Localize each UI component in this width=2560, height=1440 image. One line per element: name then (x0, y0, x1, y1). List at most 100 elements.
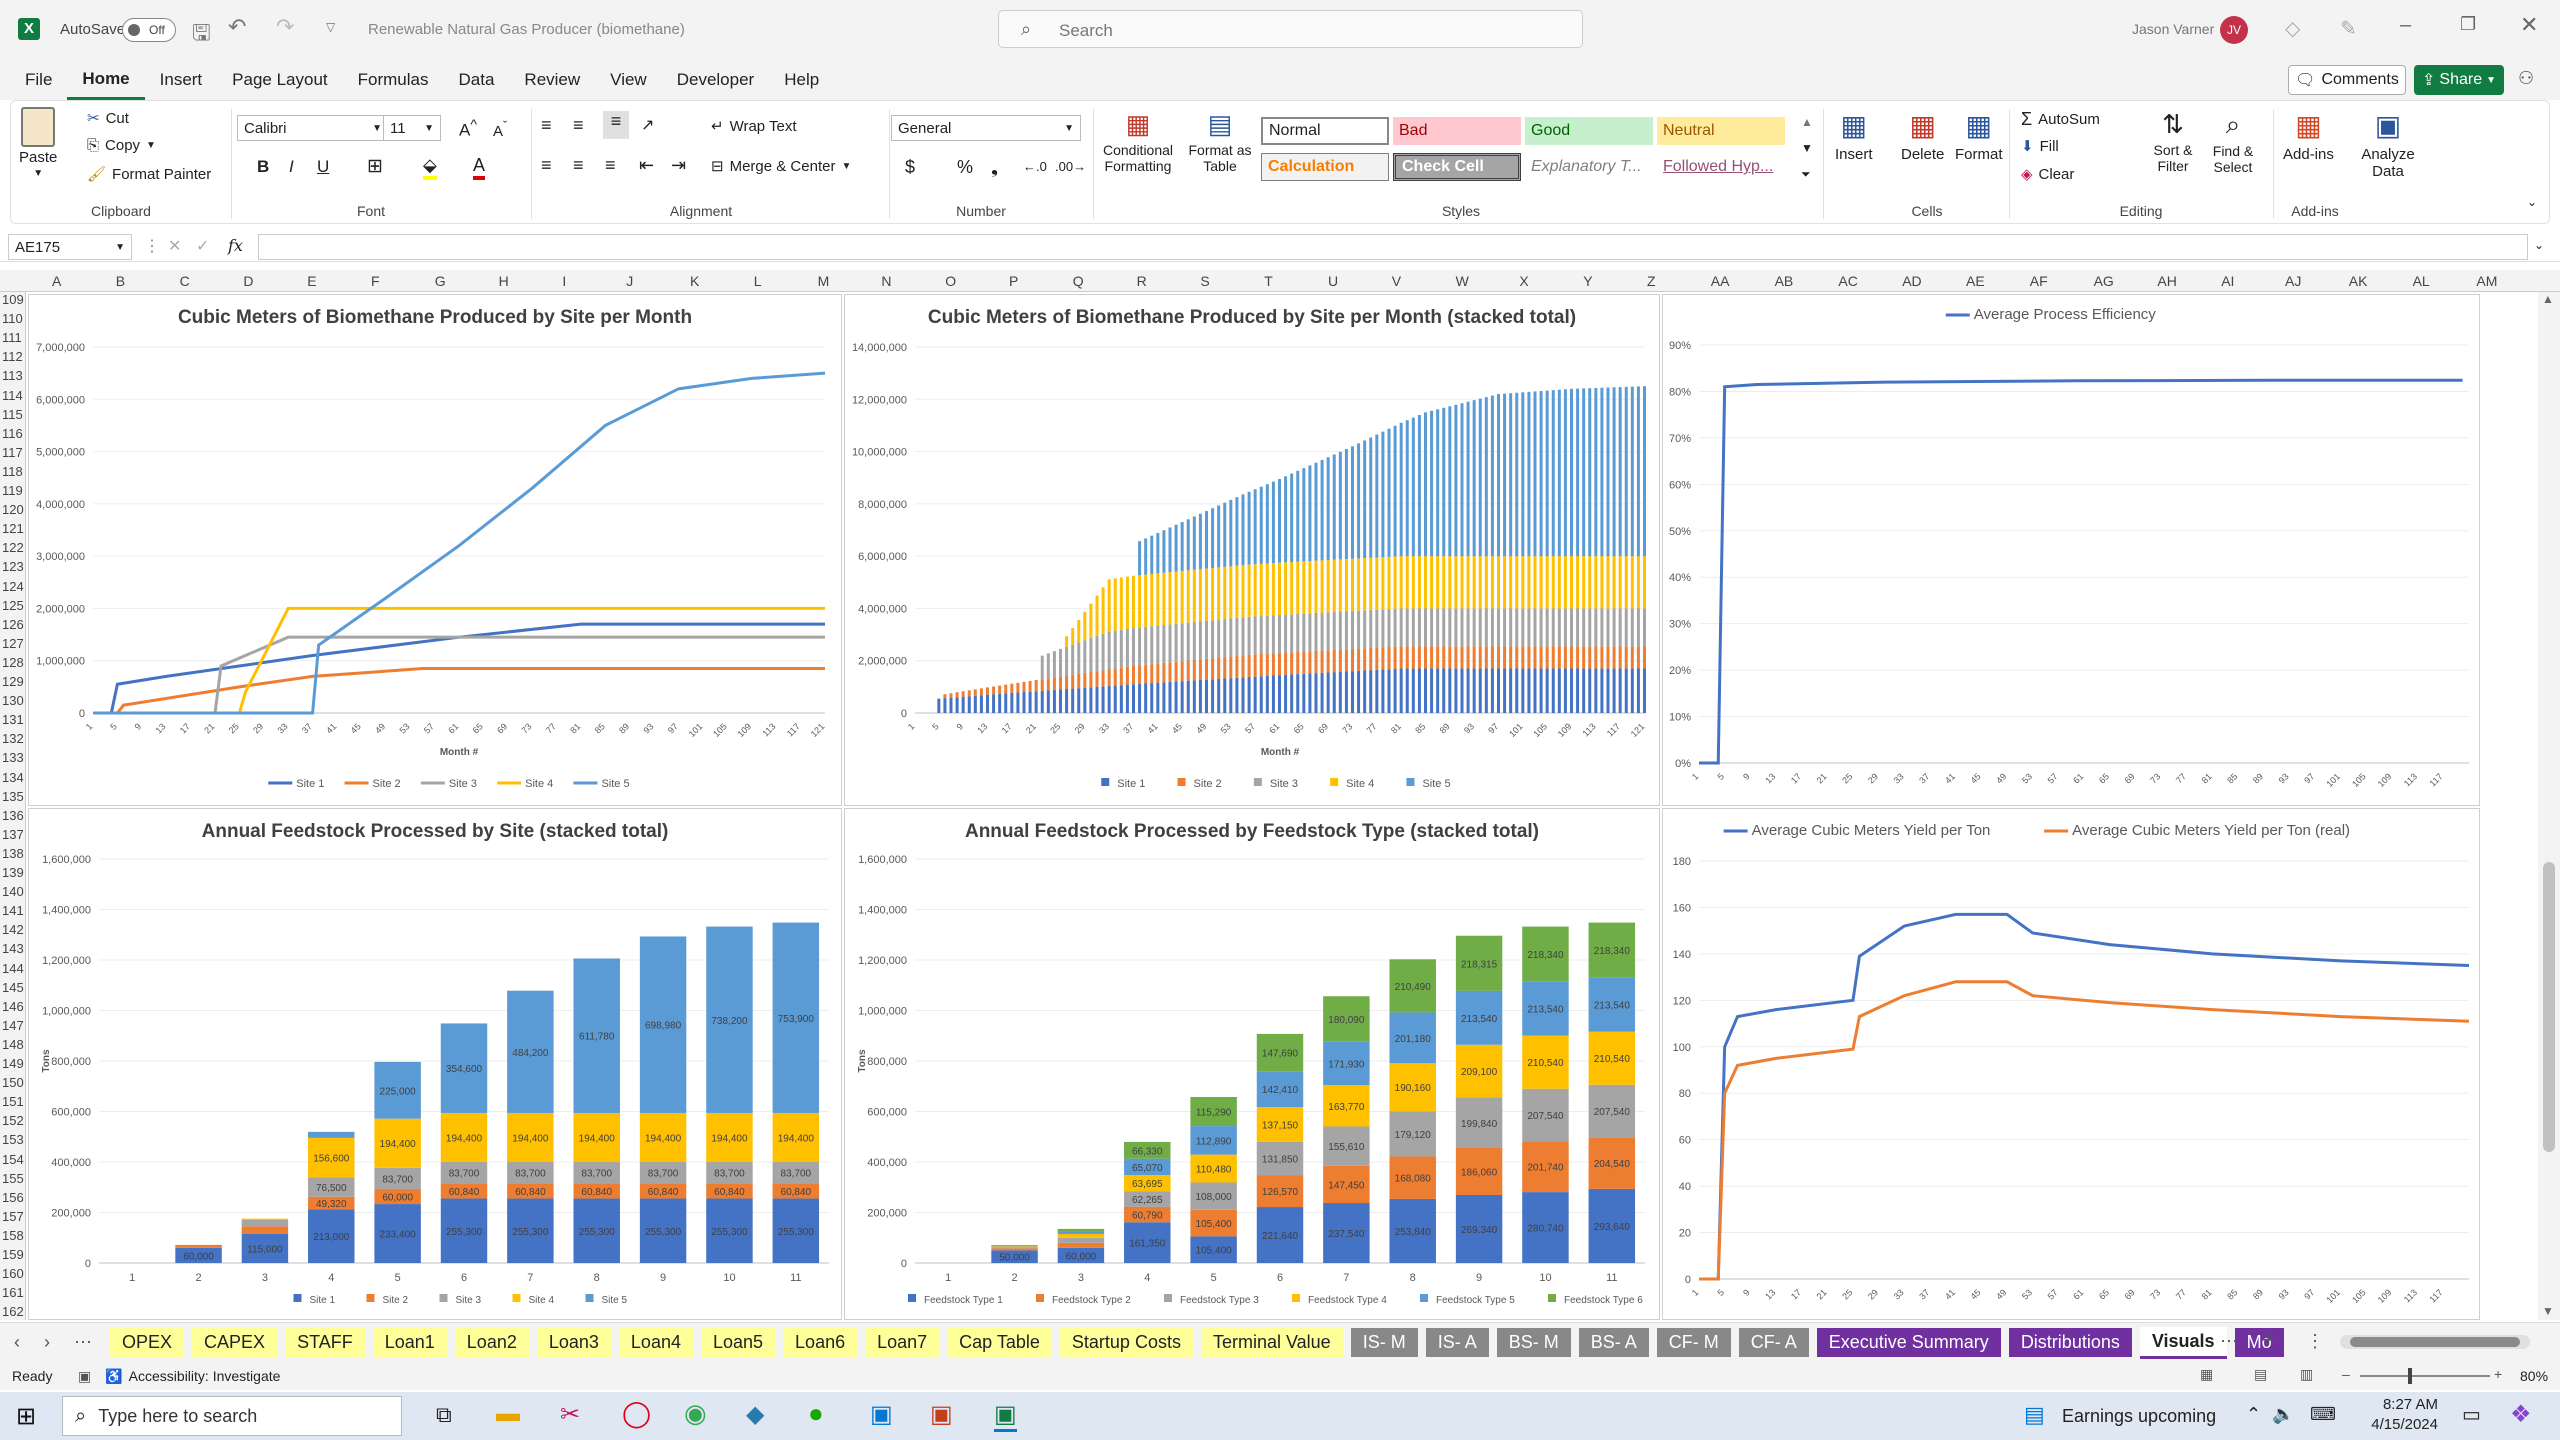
style-good[interactable]: Good (1525, 117, 1653, 145)
menu-developer[interactable]: Developer (676, 70, 755, 89)
sheet-tab[interactable]: STAFF (285, 1328, 365, 1357)
analyze-data-button[interactable]: ▣ Analyze Data (2351, 109, 2425, 180)
row-header[interactable]: 152 (2, 1113, 24, 1129)
insert-cells-button[interactable]: ▦ Insert (1835, 109, 1873, 163)
row-header[interactable]: 129 (2, 674, 24, 689)
row-header[interactable]: 133 (2, 750, 24, 766)
style-calculation[interactable]: Calculation (1261, 153, 1389, 181)
comma-icon[interactable]: ❟ (991, 157, 999, 177)
format-as-table-button[interactable]: ▤ Format as Table (1183, 109, 1257, 174)
column-header[interactable]: W (1455, 273, 1469, 289)
row-header[interactable]: 143 (2, 941, 24, 957)
row-header[interactable]: 122 (2, 540, 24, 556)
more-options-icon[interactable]: ⋯ (2220, 1331, 2238, 1351)
row-header[interactable]: 153 (2, 1132, 24, 1148)
copy-button[interactable]: ⎘ Copy ▼ (87, 137, 156, 154)
task-view-icon[interactable]: ⧉ (436, 1402, 452, 1427)
column-header[interactable]: B (115, 273, 126, 289)
column-header[interactable]: X (1519, 273, 1529, 289)
menu-help[interactable]: Help (784, 70, 820, 89)
chart-process-efficiency[interactable]: 0% 10% 20% 30% 40% 50% 60% 70% 80% 90% 1 5 9 13 17 21 25… (1662, 294, 2480, 806)
clock-time[interactable]: 8:27 AM (2382, 1396, 2438, 1413)
column-header[interactable]: AH (2157, 273, 2177, 289)
comments-button[interactable]: 🗨 Comments (2288, 65, 2406, 95)
user-name[interactable]: Jason Varner (2132, 21, 2215, 37)
menu-data[interactable]: Data (458, 70, 495, 89)
network-icon[interactable]: ⌨ (2310, 1404, 2336, 1424)
function-icon[interactable]: fx (228, 236, 243, 255)
column-header[interactable]: AG (2093, 273, 2114, 289)
column-header[interactable]: Z (1647, 273, 1656, 289)
row-header[interactable]: 131 (2, 712, 24, 728)
scrollbar-thumb[interactable] (2543, 862, 2555, 1152)
row-header[interactable]: 160 (2, 1266, 24, 1282)
column-header[interactable]: AJ (2285, 273, 2302, 289)
column-header[interactable]: I (562, 273, 567, 289)
opera-icon[interactable]: ◯ (622, 1398, 652, 1428)
column-header[interactable]: AA (1710, 273, 1730, 289)
row-header[interactable]: 154 (2, 1151, 24, 1167)
menu-review[interactable]: Review (524, 70, 581, 89)
align-left-icon[interactable]: ≡ (541, 155, 552, 175)
bold-icon[interactable]: B (257, 157, 270, 176)
currency-icon[interactable]: $ (905, 157, 916, 177)
row-header[interactable]: 147 (2, 1017, 24, 1033)
row-header[interactable]: 117 (2, 444, 23, 460)
column-header[interactable]: L (753, 273, 762, 289)
row-header[interactable]: 138 (2, 845, 24, 861)
italic-icon[interactable]: I (289, 157, 294, 176)
row-header[interactable]: 127 (2, 635, 24, 651)
sheet-tab[interactable]: BS- A (1578, 1328, 1649, 1357)
next-sheet-icon[interactable]: › (44, 1332, 50, 1352)
save-icon[interactable]: 🖫 (192, 20, 211, 45)
column-header[interactable]: U (1328, 273, 1339, 289)
sheet-tab[interactable]: IS- M (1350, 1328, 1418, 1357)
underline-icon[interactable]: U (317, 157, 330, 176)
column-header[interactable]: T (1264, 273, 1273, 289)
find-select-button[interactable]: ⌕ Find & Select (2203, 109, 2263, 175)
style-followed-hyperlink[interactable]: Followed Hyp... (1663, 158, 1774, 175)
row-header[interactable]: 118 (2, 463, 23, 479)
column-header[interactable]: AK (2348, 273, 2368, 289)
document-title[interactable]: Renewable Natural Gas Producer (biometha… (368, 21, 685, 38)
zoom-in-icon[interactable]: + (2494, 1366, 2503, 1382)
format-painter-button[interactable]: 🖌 Format Painter (87, 165, 211, 184)
align-middle-icon[interactable]: ≡ (573, 115, 584, 135)
borders-icon[interactable]: ⊞ (367, 156, 383, 177)
column-header[interactable]: AI (2221, 273, 2235, 289)
news-text[interactable]: Earnings upcoming (2062, 1406, 2217, 1426)
row-header[interactable]: 115 (2, 406, 23, 422)
tray-chevron-icon[interactable]: ⌃ (2246, 1404, 2262, 1424)
cancel-icon[interactable]: ✕ (168, 238, 182, 255)
menu-home[interactable]: Home (67, 60, 145, 100)
fill-button[interactable]: ⬇ Fill (2021, 137, 2059, 156)
zoom-slider-handle[interactable] (2408, 1368, 2412, 1384)
row-header[interactable]: 140 (2, 884, 24, 900)
user-icon[interactable]: ⚇ (2518, 68, 2535, 88)
row-header[interactable]: 125 (2, 597, 24, 613)
row-header[interactable]: 158 (2, 1227, 24, 1243)
row-header[interactable]: 157 (2, 1208, 24, 1224)
row-header[interactable]: 141 (2, 903, 24, 919)
sheet-tab[interactable]: Loan3 (536, 1328, 611, 1357)
align-top-icon[interactable]: ≡ (541, 115, 552, 135)
autosum-button[interactable]: Σ AutoSum (2021, 109, 2100, 130)
sheet-tab[interactable]: Loan6 (783, 1328, 858, 1357)
row-header[interactable]: 116 (2, 425, 23, 441)
sheet-tab[interactable]: Distributions (2008, 1328, 2132, 1357)
menu-file[interactable]: File (25, 70, 53, 89)
horizontal-scrollbar[interactable] (2340, 1335, 2530, 1349)
menu-insert[interactable]: Insert (159, 70, 203, 89)
collapse-ribbon-icon[interactable]: ⌄ (2527, 195, 2538, 209)
name-box[interactable]: AE175 ▼ (8, 234, 132, 260)
style-neutral[interactable]: Neutral (1657, 117, 1785, 145)
column-header[interactable]: AM (2476, 273, 2498, 289)
column-header[interactable]: AB (1774, 273, 1794, 289)
undo-icon[interactable]: ↶ (228, 14, 247, 39)
scroll-up-arrow-icon[interactable]: ▲ (2542, 292, 2554, 306)
scroll-up-icon[interactable]: ▲ (1801, 115, 1813, 129)
row-header[interactable]: 159 (2, 1247, 24, 1262)
customize-qat-icon[interactable]: ▽ (326, 20, 336, 34)
minimize-icon[interactable]: – (2400, 14, 2412, 36)
macro-icon[interactable]: ▣ (78, 1367, 92, 1384)
